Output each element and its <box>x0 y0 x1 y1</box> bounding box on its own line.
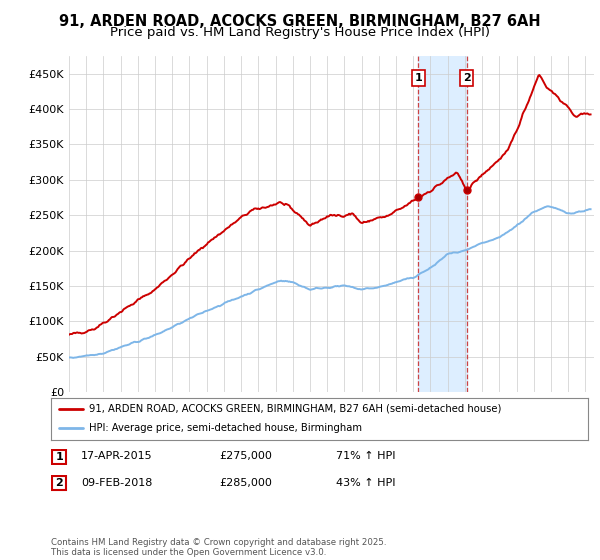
Bar <box>418 56 467 392</box>
Text: 1: 1 <box>56 452 63 462</box>
Text: 17-APR-2015: 17-APR-2015 <box>81 451 152 461</box>
Text: Price paid vs. HM Land Registry's House Price Index (HPI): Price paid vs. HM Land Registry's House … <box>110 26 490 39</box>
Text: HPI: Average price, semi-detached house, Birmingham: HPI: Average price, semi-detached house,… <box>89 423 362 433</box>
Text: £285,000: £285,000 <box>219 478 272 488</box>
Text: 09-FEB-2018: 09-FEB-2018 <box>81 478 152 488</box>
Text: Contains HM Land Registry data © Crown copyright and database right 2025.
This d: Contains HM Land Registry data © Crown c… <box>51 538 386 557</box>
Text: 2: 2 <box>463 73 470 83</box>
Text: 2: 2 <box>56 478 63 488</box>
Text: 91, ARDEN ROAD, ACOCKS GREEN, BIRMINGHAM, B27 6AH: 91, ARDEN ROAD, ACOCKS GREEN, BIRMINGHAM… <box>59 14 541 29</box>
FancyBboxPatch shape <box>52 450 67 464</box>
Text: 1: 1 <box>415 73 422 83</box>
FancyBboxPatch shape <box>52 476 67 491</box>
Text: 71% ↑ HPI: 71% ↑ HPI <box>336 451 395 461</box>
Text: 91, ARDEN ROAD, ACOCKS GREEN, BIRMINGHAM, B27 6AH (semi-detached house): 91, ARDEN ROAD, ACOCKS GREEN, BIRMINGHAM… <box>89 404 501 414</box>
Text: 43% ↑ HPI: 43% ↑ HPI <box>336 478 395 488</box>
Text: £275,000: £275,000 <box>219 451 272 461</box>
